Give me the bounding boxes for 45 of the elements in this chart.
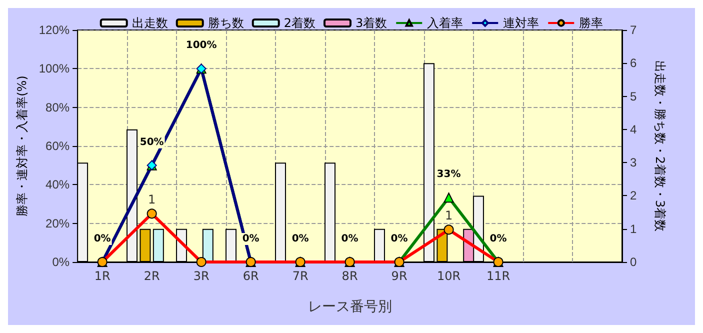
legend-label: 2着数 (284, 16, 316, 30)
y2-tick-label: 5 (630, 89, 637, 104)
data-label: 33% (436, 169, 461, 180)
y-tick-label: 0% (52, 255, 70, 269)
data-label: 0% (490, 234, 507, 244)
legend-label: 出走数 (132, 16, 168, 30)
annotation: 1 (148, 192, 156, 207)
legend-label: 勝率 (579, 16, 604, 30)
x-tick-label: 2R (144, 269, 160, 283)
x-tick-label: 8R (342, 269, 358, 283)
legend-label: 勝ち数 (208, 16, 244, 30)
y-tick-label: 20% (46, 216, 70, 230)
y2-tick-label: 1 (630, 222, 637, 236)
legend-label: 連対率 (503, 16, 540, 30)
x-axis-title: レース番号別 (308, 299, 392, 315)
y2-tick-label: 6 (630, 56, 637, 70)
legend-label: 入着率 (427, 16, 464, 30)
x-tick-label: 9R (391, 269, 408, 283)
y2-tick-label: 0 (630, 255, 637, 269)
data-label: 0% (292, 234, 309, 244)
y2-tick-label: 2 (630, 188, 637, 203)
data-label: 0% (94, 234, 111, 244)
x-tick-label: 11R (486, 269, 510, 283)
y2-tick-label: 7 (630, 23, 637, 37)
data-label: 0% (390, 234, 408, 244)
y2-tick-label: 4 (630, 122, 637, 136)
y-tick-label: 60% (46, 139, 70, 153)
x-tick-label: 7R (292, 269, 308, 283)
annotation: 1 (444, 208, 453, 223)
data-label: 0% (242, 234, 260, 244)
y2-axis-title: 出走数・勝ち数・2着数・3着数 (653, 60, 667, 232)
x-tick-label: 6R (242, 269, 259, 283)
y-tick-label: 100% (38, 62, 70, 76)
y-tick-label: 40% (46, 178, 70, 192)
x-tick-label: 10R (436, 269, 461, 283)
y2-tick-label: 3 (630, 156, 637, 170)
data-label: 100% (186, 40, 217, 52)
x-tick-label: 1R (94, 269, 110, 283)
y-axis-title: 勝率・連対率・入着率(%) (15, 76, 29, 216)
y-tick-label: 80% (46, 100, 70, 114)
data-label: 0% (341, 234, 358, 244)
y-tick-label: 120% (38, 23, 70, 37)
x-tick-label: 3R (193, 269, 210, 283)
data-label: 50% (140, 136, 164, 148)
legend-label: 3着数 (356, 16, 388, 30)
